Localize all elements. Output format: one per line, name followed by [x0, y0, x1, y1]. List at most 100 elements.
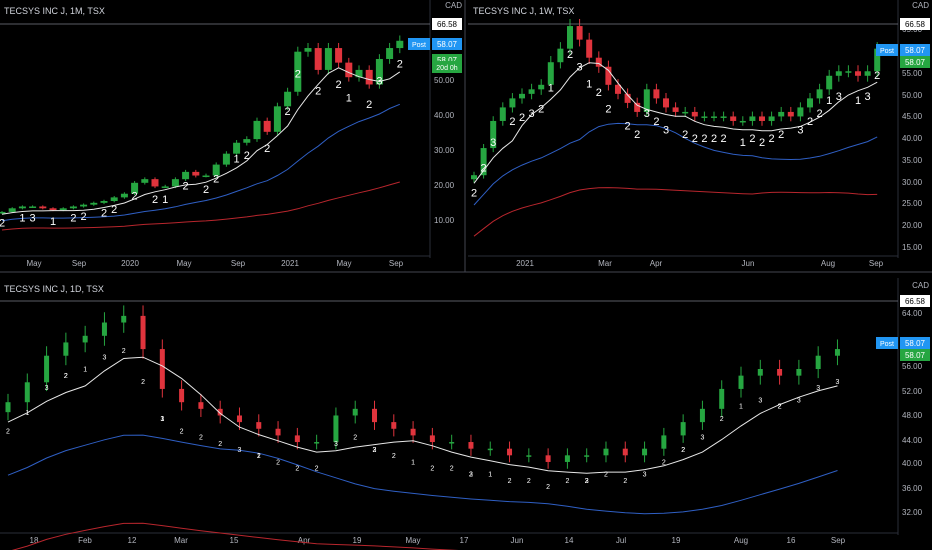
candle-body[interactable] — [730, 116, 737, 121]
candle-body[interactable] — [198, 402, 204, 409]
candle-body[interactable] — [141, 179, 149, 183]
candle-body[interactable] — [233, 142, 241, 154]
candle-body[interactable] — [80, 204, 88, 207]
candle-body[interactable] — [256, 422, 262, 429]
candle-body[interactable] — [738, 375, 744, 389]
candle-body[interactable] — [864, 71, 871, 76]
candle-body[interactable] — [787, 111, 794, 117]
candle-body[interactable] — [182, 171, 190, 180]
candle-body[interactable] — [545, 455, 551, 462]
candle-body[interactable] — [335, 48, 343, 63]
candle-body[interactable] — [391, 422, 397, 429]
candle-body[interactable] — [701, 116, 708, 118]
candle-body[interactable] — [82, 335, 88, 343]
candle-body[interactable] — [333, 415, 339, 443]
candle-body[interactable] — [0, 211, 6, 214]
candle-body[interactable] — [69, 206, 77, 209]
candle-body[interactable] — [59, 208, 67, 211]
candle-body[interactable] — [507, 448, 513, 456]
candle-body[interactable] — [410, 428, 416, 436]
candle-body[interactable] — [759, 116, 765, 121]
candle-body[interactable] — [39, 206, 47, 209]
candle-body[interactable] — [826, 75, 833, 90]
candle-body[interactable] — [490, 120, 497, 149]
candle-body[interactable] — [275, 428, 281, 436]
candle-body[interactable] — [110, 197, 118, 202]
candle-body[interactable] — [63, 342, 69, 356]
candle-body[interactable] — [161, 186, 169, 188]
candle-body[interactable] — [90, 202, 98, 205]
candle-body[interactable] — [314, 442, 320, 444]
candle-body[interactable] — [624, 93, 631, 103]
candle-body[interactable] — [372, 408, 378, 423]
candle-body[interactable] — [796, 369, 802, 376]
candle-body[interactable] — [471, 175, 477, 180]
candle-body[interactable] — [739, 120, 746, 123]
candle-body[interactable] — [564, 455, 570, 462]
candle-body[interactable] — [672, 107, 679, 112]
candle-body[interactable] — [253, 120, 261, 140]
candle-body[interactable] — [711, 116, 717, 118]
post-badge[interactable] — [408, 38, 430, 50]
candle-body[interactable] — [777, 369, 783, 376]
candle-body[interactable] — [365, 69, 373, 85]
candle-body[interactable] — [845, 71, 852, 73]
candle-body[interactable] — [595, 57, 602, 67]
candle-body[interactable] — [653, 89, 660, 99]
candle-body[interactable] — [586, 39, 593, 58]
candle-body[interactable] — [171, 179, 179, 187]
candle-body[interactable] — [314, 48, 322, 70]
candle-body[interactable] — [663, 98, 669, 108]
candle-body[interactable] — [874, 48, 881, 72]
candle-body[interactable] — [236, 415, 242, 423]
candle-body[interactable] — [487, 448, 493, 451]
candle-body[interactable] — [29, 206, 37, 208]
candle-body[interactable] — [179, 388, 185, 403]
post-badge[interactable] — [876, 44, 898, 56]
candle-body[interactable] — [719, 388, 725, 409]
candle-body[interactable] — [835, 71, 842, 76]
candle-body[interactable] — [5, 402, 11, 413]
candle-body[interactable] — [159, 349, 165, 389]
candle-body[interactable] — [202, 175, 210, 178]
candle-body[interactable] — [140, 315, 146, 350]
candle-body[interactable] — [855, 71, 861, 76]
candle-body[interactable] — [720, 116, 727, 118]
candle-body[interactable] — [304, 48, 312, 52]
candle-body[interactable] — [615, 84, 621, 94]
candle-body[interactable] — [352, 408, 358, 416]
candle-body[interactable] — [797, 107, 804, 117]
candle-body[interactable] — [538, 84, 545, 90]
candle-body[interactable] — [100, 201, 108, 203]
candle-body[interactable] — [499, 107, 506, 121]
candle-body[interactable] — [547, 62, 554, 85]
candle-body[interactable] — [691, 111, 698, 117]
candle-body[interactable] — [386, 48, 394, 59]
candle-body[interactable] — [605, 66, 612, 85]
candle-body[interactable] — [24, 382, 30, 403]
candle-body[interactable] — [345, 62, 353, 78]
candle-body[interactable] — [243, 139, 251, 143]
candle-body[interactable] — [584, 455, 590, 457]
candle-body[interactable] — [8, 208, 16, 212]
candle-body[interactable] — [449, 442, 455, 444]
candle-body[interactable] — [576, 26, 583, 40]
candle-body[interactable] — [622, 448, 628, 456]
candle-body[interactable] — [480, 148, 487, 176]
candle-body[interactable] — [273, 106, 281, 132]
candle-body[interactable] — [749, 116, 756, 121]
candle-body[interactable] — [768, 116, 775, 121]
candle-body[interactable] — [509, 98, 516, 108]
candle-body[interactable] — [222, 153, 230, 165]
candle-body[interactable] — [634, 102, 641, 112]
candle-body[interactable] — [131, 182, 139, 194]
candle-body[interactable] — [557, 48, 564, 63]
candle-body[interactable] — [643, 89, 650, 112]
candle-body[interactable] — [528, 89, 535, 94]
candle-body[interactable] — [807, 98, 813, 108]
candle-body[interactable] — [778, 111, 785, 117]
pane-3[interactable]: CAD64.0060.0056.0052.0048.0044.0040.0036… — [0, 278, 930, 550]
candle-body[interactable] — [816, 89, 823, 99]
candle-body[interactable] — [642, 448, 648, 456]
